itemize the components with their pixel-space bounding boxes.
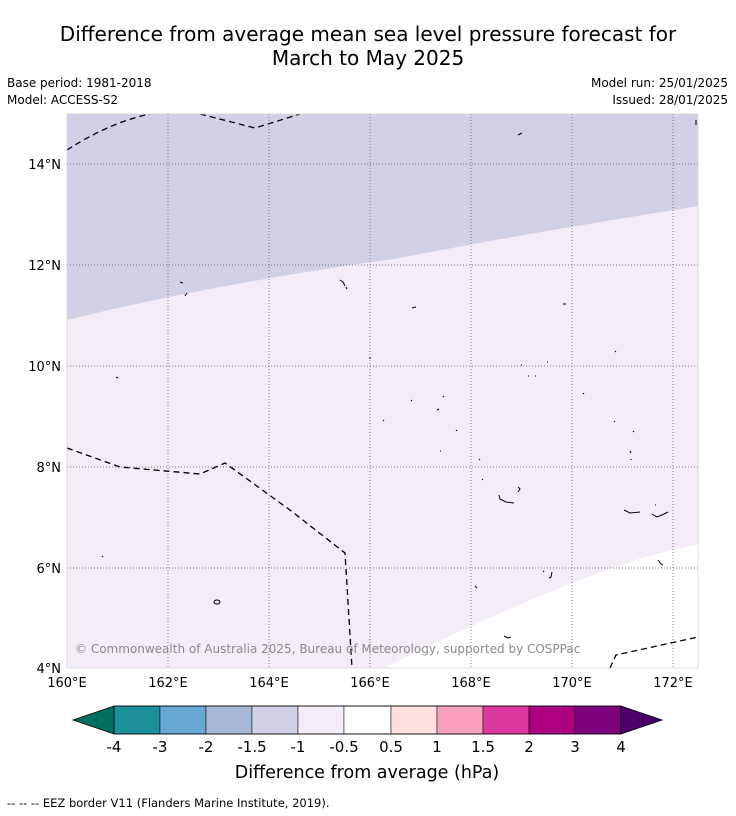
lat-labels: 14°N 12°N 10°N 8°N 6°N 4°N — [28, 158, 61, 677]
colorbar-swatch — [205, 705, 253, 735]
colorbar-tick: 4 — [616, 738, 626, 756]
colorbar-high-extend — [620, 705, 664, 735]
issued-date: Issued: 28/01/2025 — [612, 93, 728, 107]
colorbar-outline — [113, 705, 622, 735]
colorbar-swatch — [297, 705, 345, 735]
lat-label: 8°N — [37, 461, 62, 476]
colorbar-swatch — [343, 705, 392, 735]
colorbar-title: Difference from average (hPa) — [235, 763, 500, 783]
colorbar-swatch — [113, 705, 161, 735]
lat-label: 10°N — [28, 360, 61, 375]
colorbar-swatch — [574, 705, 622, 735]
lon-labels: 160°E 162°E 164°E 166°E 168°E 170°E 172°… — [47, 676, 693, 691]
chart-title: Difference from average mean sea level p… — [0, 22, 736, 70]
colorbar-tick: -1 — [291, 738, 306, 756]
lon-label: 162°E — [148, 676, 188, 691]
islands — [101, 120, 697, 639]
model-run: Model run: 25/01/2025 — [590, 76, 728, 90]
meta-left: Base period: 1981-2018 Model: ACCESS-S2 — [7, 75, 152, 109]
colorbar-swatch — [482, 705, 530, 735]
region-minus05-to-05 — [385, 545, 698, 668]
colorbar-swatch — [251, 705, 299, 735]
colorbar-tick: -3 — [153, 738, 168, 756]
colorbar-ticks: -4 -3 -2 -1.5 -1 -0.5 0.5 1 1.5 2 3 4 — [107, 738, 626, 756]
eez-legend-symbol: -- -- -- — [7, 796, 40, 810]
colorbar-tick: 1.5 — [471, 738, 495, 756]
colorbar-tick: 2 — [524, 738, 534, 756]
model-name: Model: ACCESS-S2 — [7, 93, 119, 107]
colorbar-low-extend — [71, 705, 115, 735]
lat-label: 6°N — [37, 562, 62, 577]
lon-label: 170°E — [552, 676, 592, 691]
base-period: Base period: 1981-2018 — [7, 76, 152, 90]
colorbar-tick: -2 — [199, 738, 214, 756]
colorbar-tick: 1 — [432, 738, 442, 756]
colorbar: -4 -3 -2 -1.5 -1 -0.5 0.5 1 1.5 2 3 4 Di… — [71, 705, 664, 783]
eez-legend-text: EEZ border V11 (Flanders Marine Institut… — [42, 796, 330, 810]
meta-right: Model run: 25/01/2025 Issued: 28/01/2025 — [591, 75, 728, 109]
map-frame — [66, 113, 699, 669]
lon-label: 164°E — [249, 676, 289, 691]
title-line-2: March to May 2025 — [271, 46, 465, 70]
map-fill — [67, 114, 698, 668]
colorbar-tick: -0.5 — [329, 738, 358, 756]
colorbar-tick: -4 — [107, 738, 122, 756]
eez-legend: -- -- -- EEZ border V11 (Flanders Marine… — [7, 796, 330, 810]
gridlines — [67, 114, 698, 668]
lat-label: 12°N — [28, 259, 61, 274]
lat-label: 14°N — [28, 158, 61, 173]
colorbar-swatch — [436, 705, 484, 735]
colorbar-swatch — [159, 705, 207, 735]
lon-label: 160°E — [47, 676, 87, 691]
colorbar-tick: -1.5 — [237, 738, 266, 756]
eez-borders — [67, 114, 698, 668]
title-line-1: Difference from average mean sea level p… — [59, 22, 677, 46]
lon-label: 168°E — [451, 676, 491, 691]
lat-label: 4°N — [37, 662, 62, 677]
colorbar-swatch — [390, 705, 438, 735]
lon-label: 166°E — [350, 676, 390, 691]
colorbar-swatch — [528, 705, 576, 735]
colorbar-tick: 0.5 — [379, 738, 403, 756]
region-minus15-to-minus1 — [67, 114, 698, 320]
colorbar-tick: 3 — [570, 738, 580, 756]
copyright-text: © Commonwealth of Australia 2025, Bureau… — [75, 642, 580, 656]
lon-label: 172°E — [653, 676, 693, 691]
